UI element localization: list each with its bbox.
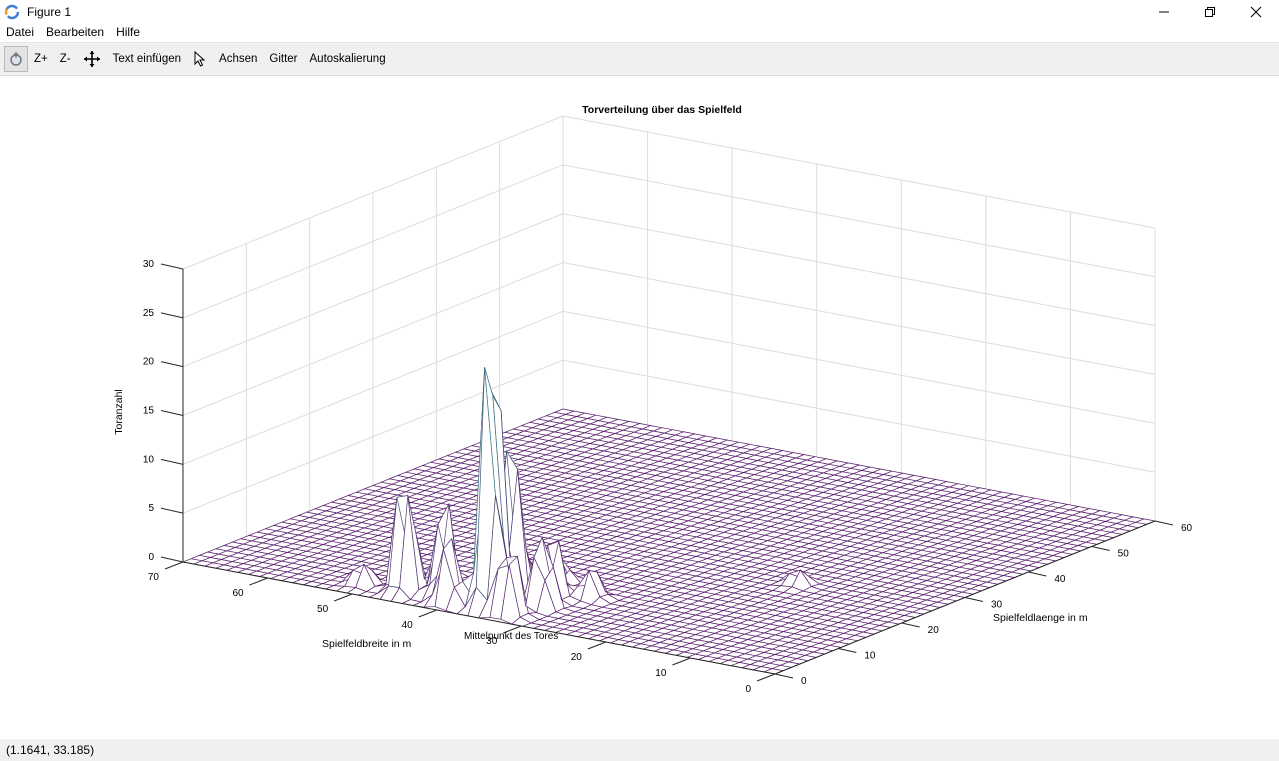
axes-button[interactable]: Achsen <box>219 53 258 65</box>
x-tick <box>901 622 920 628</box>
y-tick-label: 0 <box>745 684 751 695</box>
y-tick-label: 60 <box>232 588 244 599</box>
z-tick <box>160 410 184 416</box>
goal-center-annotation: Mittelpunkt des Tores <box>464 631 558 642</box>
select-button[interactable] <box>187 46 213 72</box>
select-icon <box>194 51 206 67</box>
cursor-coordinates: (1.1641, 33.185) <box>6 743 95 757</box>
rotate-button[interactable] <box>4 46 28 72</box>
menu-help[interactable]: Hilfe <box>116 25 141 39</box>
x-tick-label: 20 <box>928 625 940 636</box>
menu-bar: Datei Bearbeiten Hilfe <box>0 23 1279 42</box>
y-tick-label: 20 <box>571 652 583 663</box>
zoom-out-button[interactable]: Z- <box>59 53 71 65</box>
y-tick-label: 50 <box>317 604 329 615</box>
x-tick-label: 40 <box>1054 574 1066 585</box>
z-tick <box>160 507 184 514</box>
autoscale-button[interactable]: Autoskalierung <box>309 53 386 65</box>
z-tick <box>160 312 184 319</box>
z-tick <box>160 458 184 465</box>
z-tick-label: 25 <box>143 308 155 319</box>
z-axis-label: Toranzahl <box>113 389 125 435</box>
y-tick <box>503 625 522 634</box>
x-tick-label: 50 <box>1118 549 1130 560</box>
grid-line <box>182 310 1156 465</box>
app-icon <box>4 4 20 19</box>
x-tick-label: 10 <box>864 651 876 662</box>
y-tick <box>249 577 268 586</box>
z-tick-label: 15 <box>143 406 155 417</box>
restore-icon <box>1205 6 1215 17</box>
y-axis-label: Spielfeldbreite in m <box>322 638 412 650</box>
grid-line <box>182 213 1156 368</box>
x-tick <box>964 597 984 602</box>
grid-line <box>182 115 1156 270</box>
x-tick-label: 60 <box>1181 523 1193 534</box>
z-tick-label: 5 <box>148 503 154 514</box>
x-axis-label: Spielfeldlaenge in m <box>993 612 1088 624</box>
x-tick <box>838 648 857 653</box>
y-tick-label: 30 <box>486 636 498 647</box>
x-tick-label: 30 <box>991 600 1003 611</box>
grid-line <box>182 261 1156 416</box>
y-tick <box>672 657 691 666</box>
minimize-button[interactable] <box>1141 0 1187 23</box>
pan-button[interactable] <box>77 46 107 72</box>
menu-file[interactable]: Datei <box>6 25 35 39</box>
figure-toolbar: Z+ Z- Text einfügen Achsen Gitter Autosk… <box>0 42 1279 76</box>
insert-text-button[interactable]: Text einfügen <box>112 53 182 65</box>
window-titlebar: Figure 1 <box>0 0 1279 23</box>
y-tick <box>756 673 776 682</box>
minimize-icon <box>1159 11 1169 12</box>
y-tick-label: 10 <box>655 668 667 679</box>
x-tick-label: 0 <box>801 676 807 687</box>
x-tick <box>1028 571 1047 577</box>
z-tick <box>160 361 184 368</box>
surface-plot[interactable]: 0 10 20 30 40 50 60 0 10 20 30 40 50 60 70 0 5 10 15 20 25 30… <box>0 77 1279 739</box>
x-tick <box>1091 546 1110 551</box>
grid-button[interactable]: Gitter <box>269 53 298 65</box>
menu-edit[interactable]: Bearbeiten <box>46 25 105 39</box>
y-tick <box>164 561 184 570</box>
grid-line <box>182 359 1156 514</box>
pan-icon <box>83 51 100 67</box>
z-tick-label: 0 <box>148 552 154 563</box>
z-tick-label: 10 <box>143 454 155 465</box>
z-tick-label: 30 <box>143 259 155 270</box>
z-tick-label: 20 <box>143 357 155 368</box>
x-tick <box>774 673 794 679</box>
close-button[interactable] <box>1233 0 1279 23</box>
status-bar: (1.1641, 33.185) <box>0 739 1279 761</box>
y-axis-line <box>182 561 776 675</box>
zoom-in-button[interactable]: Z+ <box>34 53 48 65</box>
close-icon <box>1250 6 1262 17</box>
window-title: Figure 1 <box>27 4 72 19</box>
y-tick-label: 70 <box>148 572 160 583</box>
plot-area[interactable]: 0 10 20 30 40 50 60 0 10 20 30 40 50 60 70 0 5 10 15 20 25 30… <box>0 77 1279 739</box>
y-tick <box>333 593 353 602</box>
rotate-icon <box>10 52 22 66</box>
x-tick <box>1154 520 1174 526</box>
y-tick <box>418 609 437 618</box>
z-tick <box>160 263 184 270</box>
z-tick <box>160 556 184 563</box>
y-tick-label: 40 <box>402 620 414 631</box>
chart-title: Torverteilung über das Spielfeld <box>582 104 742 116</box>
grid-line <box>182 164 1156 319</box>
y-tick <box>587 641 607 650</box>
restore-button[interactable] <box>1187 0 1233 23</box>
